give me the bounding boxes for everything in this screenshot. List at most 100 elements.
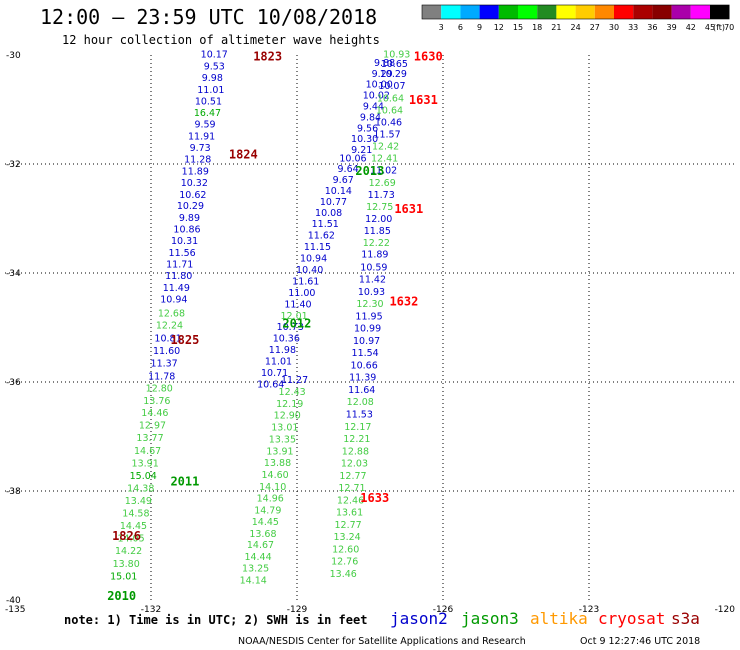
wave-height-value: 12.90: [274, 411, 301, 422]
pass-label: 2012: [282, 317, 311, 331]
wave-height-value: 13.49: [125, 496, 152, 507]
wave-height-value: 11.00: [288, 288, 315, 299]
wave-height-value: 11.95: [355, 311, 382, 322]
wave-height-value: 14.60: [261, 470, 288, 481]
wave-height-value: 12.24: [156, 321, 183, 332]
wave-height-value: 11.91: [188, 131, 215, 142]
x-tick-label: -126: [433, 605, 454, 615]
scale-swatch: [614, 5, 634, 19]
wave-height-value: 10.29: [177, 201, 204, 212]
footer-note: note: 1) Time is in UTC; 2) SWH is in fe…: [64, 613, 367, 627]
y-tick-label: -36: [6, 378, 21, 388]
wave-height-value: 14.38: [127, 484, 154, 495]
wave-height-value: 10.02: [363, 91, 390, 102]
scale-swatch: [690, 5, 710, 19]
wave-height-value: 11.27: [281, 375, 308, 386]
wave-height-value: 13.88: [264, 458, 291, 469]
pass-label: 2011: [170, 475, 199, 489]
wave-height-value: 12.30: [356, 299, 383, 310]
wave-height-value: 10.30: [351, 134, 378, 145]
wave-height-value: 14.44: [244, 552, 271, 563]
wave-height-value: 11.01: [197, 85, 224, 96]
wave-height-value: 12.41: [371, 153, 398, 164]
wave-height-value: 9.59: [194, 119, 215, 130]
scale-label: 12: [494, 23, 504, 32]
wave-height-value: 9.88: [374, 58, 395, 69]
wave-height-value: 13.77: [136, 433, 163, 444]
wave-height-value: 12.71: [338, 483, 365, 494]
wave-height-value: 12.97: [139, 420, 166, 431]
wave-height-value: 11.60: [153, 346, 180, 357]
wave-height-value: 13.01: [271, 423, 298, 434]
wave-height-value: 10.81: [154, 334, 181, 345]
wave-height-value: 10.14: [325, 186, 352, 197]
x-tick-label: -120: [715, 605, 736, 615]
wave-height-value: 11.02: [370, 165, 397, 176]
wave-height-value: 10.40: [296, 265, 323, 276]
wave-height-value: 12.76: [331, 557, 358, 568]
scale-unit-label: (ft): [713, 23, 725, 32]
y-tick-label: -38: [6, 487, 21, 497]
pass-label: 2010: [107, 589, 136, 603]
wave-height-value: 11.89: [361, 250, 388, 261]
scale-swatch: [575, 5, 595, 19]
wave-height-value: 13.91: [132, 458, 159, 469]
satellite-legend-cryosat: cryosat: [598, 609, 665, 628]
wave-height-value: 11.56: [169, 248, 196, 259]
wave-height-value: 11.62: [308, 231, 335, 242]
wave-height-value: 10.73: [277, 322, 304, 333]
chart-subtitle: 12 hour collection of altimeter wave hei…: [62, 33, 380, 47]
wave-height-value: 10.32: [181, 178, 208, 189]
wave-height-value: 12.19: [276, 399, 303, 410]
scale-swatch: [710, 5, 730, 19]
wave-height-value: 12.75: [366, 202, 393, 213]
scale-swatch: [652, 5, 672, 19]
x-tick-label: -129: [287, 605, 308, 615]
wave-height-value: 12.68: [158, 309, 185, 320]
wave-height-value: 13.61: [336, 508, 363, 519]
wave-height-value: 15.01: [110, 571, 137, 582]
wave-height-value: 12.60: [332, 545, 359, 556]
wave-height-value: 13.91: [266, 446, 293, 457]
scale-label: 33: [628, 23, 638, 32]
scale-swatch: [537, 5, 557, 19]
y-tick-label: -40: [6, 596, 21, 606]
scale-border: [421, 4, 730, 20]
scale-swatch: [594, 5, 614, 19]
scale-label: 42: [686, 23, 696, 32]
wave-height-value: 12.43: [279, 387, 306, 398]
wave-height-value: 10.07: [378, 81, 405, 92]
wave-height-value: 9.53: [204, 62, 225, 73]
wave-height-value: 11.51: [312, 219, 339, 230]
wave-height-value: 11.80: [165, 271, 192, 282]
wave-height-values: 10.179.539.9811.0110.5116.479.5911.919.7…: [110, 50, 410, 587]
pass-label: 2013: [355, 164, 384, 178]
wave-height-value: 12.22: [363, 238, 390, 249]
wave-height-value: 10.17: [201, 50, 228, 61]
wave-height-value: 11.54: [352, 348, 379, 359]
wave-height-value: 10.64: [376, 105, 403, 116]
wave-height-value: 10.93: [358, 287, 385, 298]
wave-height-value: 11.57: [373, 129, 400, 140]
wave-height-value: 14.67: [134, 446, 161, 457]
wave-height-value: 10.94: [300, 254, 327, 265]
wave-height-value: 11.28: [184, 154, 211, 165]
wave-height-value: 11.42: [359, 274, 386, 285]
wave-height-value: 11.78: [148, 371, 175, 382]
wave-height-value: 12.00: [365, 214, 392, 225]
satellite-legend-altika: altika: [530, 609, 588, 628]
wave-height-value: 12.77: [334, 520, 361, 531]
wave-height-value: 11.71: [166, 260, 193, 271]
wave-height-value: 11.37: [151, 359, 178, 370]
scale-label: 30: [609, 23, 619, 32]
pass-label: 1631: [394, 202, 423, 216]
wave-height-value: 12.17: [344, 422, 371, 433]
wave-height-value: 12.03: [341, 458, 368, 469]
footer-timestamp: Oct 9 12:27:46 UTC 2018: [580, 636, 700, 647]
wave-height-value: 9.29: [372, 69, 393, 80]
wave-height-value: 13.46: [330, 569, 357, 580]
wave-height-value: 11.40: [284, 299, 311, 310]
scale-swatch: [479, 5, 499, 19]
wave-height-value: 10.59: [360, 262, 387, 273]
wave-height-value: 10.06: [339, 153, 366, 164]
